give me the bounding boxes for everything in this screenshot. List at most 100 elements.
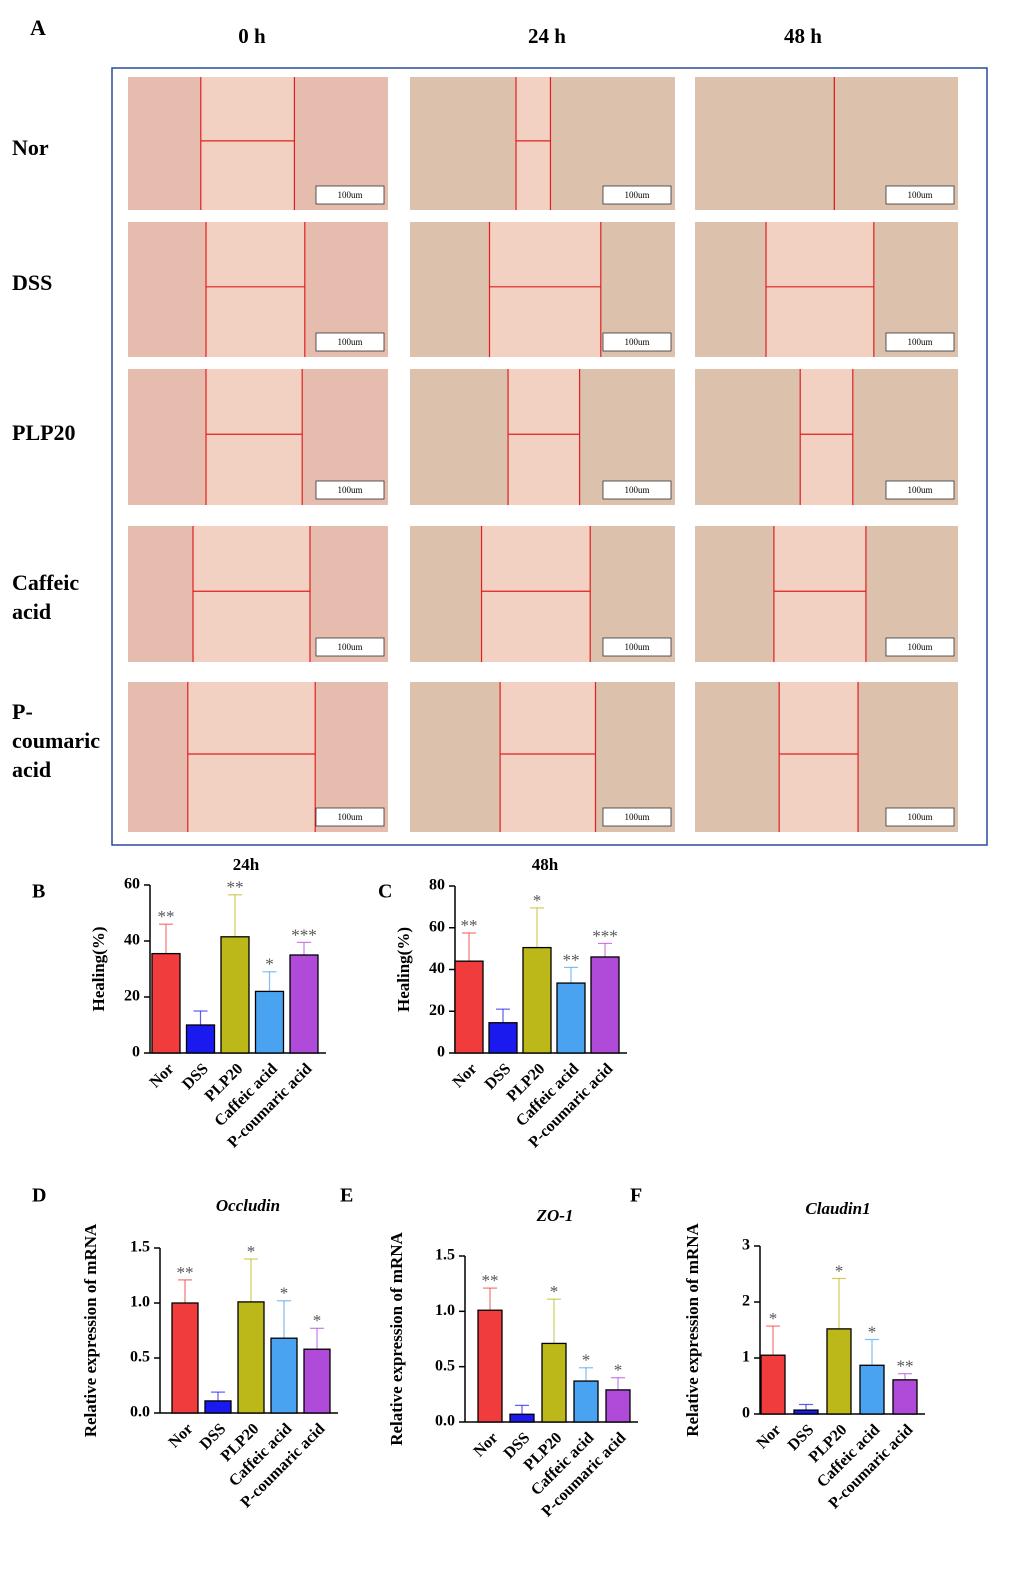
micrograph: 100um bbox=[695, 77, 958, 210]
y-tick-label: 20 bbox=[429, 1002, 445, 1019]
wound-gap bbox=[800, 369, 853, 505]
x-tick-label: Nor bbox=[166, 1420, 197, 1451]
y-axis-label: Relative expression of mRNA bbox=[81, 1223, 100, 1437]
bar bbox=[303, 1348, 331, 1414]
scale-bar-box bbox=[315, 637, 385, 657]
bar bbox=[892, 1379, 918, 1415]
significance: *** bbox=[592, 926, 618, 945]
significance: *** bbox=[291, 925, 317, 944]
y-axis-label: Healing(%) bbox=[89, 927, 108, 1012]
scale-bar-box bbox=[602, 185, 672, 205]
chart-title: Occludin bbox=[216, 1196, 280, 1215]
bar bbox=[454, 960, 484, 1054]
scale-bar-label: 100um bbox=[624, 642, 649, 652]
panel-frame bbox=[111, 67, 988, 846]
bar bbox=[760, 1354, 786, 1415]
scale-bar-box bbox=[315, 807, 385, 827]
y-tick-label: 0.0 bbox=[130, 1404, 150, 1421]
y-tick-label: 20 bbox=[124, 988, 140, 1005]
micrograph: 100um bbox=[128, 526, 388, 662]
chart-title: Claudin1 bbox=[805, 1199, 870, 1218]
micrograph: 100um bbox=[128, 222, 388, 357]
bar bbox=[541, 1342, 567, 1423]
panel-label: D bbox=[32, 1185, 46, 1207]
scale-bar-label: 100um bbox=[337, 812, 362, 822]
scale-bar-box bbox=[885, 807, 955, 827]
wound-gap bbox=[206, 369, 303, 505]
scale-bar-label: 100um bbox=[337, 190, 362, 200]
y-tick-label: 0.0 bbox=[435, 1413, 455, 1430]
micrograph: 100um bbox=[410, 682, 675, 832]
significance: * bbox=[582, 1351, 591, 1370]
scale-bar-box bbox=[602, 807, 672, 827]
y-axis-label: Relative expression of mRNA bbox=[387, 1231, 406, 1445]
scale-bar-label: 100um bbox=[907, 485, 932, 495]
y-tick-label: 1 bbox=[742, 1349, 750, 1366]
y-axis-label: Healing(%) bbox=[394, 927, 413, 1012]
scale-bar-label: 100um bbox=[624, 485, 649, 495]
scale-bar-label: 100um bbox=[624, 337, 649, 347]
bar bbox=[237, 1301, 265, 1414]
y-tick-label: 40 bbox=[429, 960, 445, 977]
bar bbox=[270, 1337, 298, 1414]
wound-gap bbox=[516, 77, 551, 210]
y-tick-label: 1.5 bbox=[130, 1239, 150, 1256]
y-tick-label: 60 bbox=[124, 876, 140, 893]
wound-gap bbox=[766, 222, 874, 357]
wound-gap bbox=[187, 682, 316, 832]
y-tick-label: 40 bbox=[124, 932, 140, 949]
significance: * bbox=[868, 1322, 877, 1341]
scale-bar-box bbox=[885, 332, 955, 352]
row-label: Caffeic acid bbox=[12, 570, 80, 624]
significance: ** bbox=[158, 907, 175, 926]
scale-bar-box bbox=[315, 185, 385, 205]
y-tick-label: 0 bbox=[742, 1405, 750, 1422]
micrograph: 100um bbox=[128, 77, 388, 210]
bar bbox=[185, 1024, 216, 1054]
significance: * bbox=[550, 1282, 559, 1301]
column-label: 0 h bbox=[238, 24, 266, 48]
wound-gap bbox=[193, 526, 310, 662]
column-label: 24 h bbox=[528, 24, 566, 48]
micrograph: 100um bbox=[695, 526, 958, 662]
bar bbox=[171, 1302, 199, 1414]
scale-bar-box bbox=[885, 185, 955, 205]
wound-gap bbox=[489, 222, 601, 357]
y-tick-label: 1.5 bbox=[435, 1247, 455, 1264]
y-tick-label: 0.5 bbox=[130, 1349, 150, 1366]
significance: * bbox=[280, 1284, 289, 1303]
y-tick-label: 2 bbox=[742, 1293, 750, 1310]
significance: * bbox=[265, 955, 274, 974]
scale-bar-box bbox=[885, 637, 955, 657]
y-tick-label: 0 bbox=[132, 1044, 140, 1061]
scale-bar-label: 100um bbox=[624, 190, 649, 200]
significance: ** bbox=[177, 1263, 194, 1282]
scale-bar-box bbox=[315, 332, 385, 352]
scale-bar-box bbox=[315, 480, 385, 500]
micrograph: 100um bbox=[410, 526, 675, 662]
bar bbox=[477, 1309, 503, 1423]
bar bbox=[151, 952, 181, 1054]
bar bbox=[254, 990, 285, 1054]
row-label: P-coumaric acid bbox=[12, 699, 100, 782]
scale-bar-label: 100um bbox=[907, 190, 932, 200]
wound-gap bbox=[508, 369, 580, 505]
y-tick-label: 3 bbox=[742, 1237, 750, 1254]
micrograph: 100um bbox=[695, 222, 958, 357]
micrograph: 100um bbox=[695, 369, 958, 505]
micrograph: 100um bbox=[128, 369, 388, 505]
y-tick-label: 80 bbox=[429, 877, 445, 894]
y-tick-label: 1.0 bbox=[435, 1302, 455, 1319]
scale-bar-label: 100um bbox=[337, 485, 362, 495]
scale-bar-label: 100um bbox=[907, 812, 932, 822]
panel-label: E bbox=[340, 1185, 353, 1207]
x-tick-label: Nor bbox=[450, 1060, 481, 1091]
significance: ** bbox=[461, 916, 478, 935]
panel-label: B bbox=[32, 881, 45, 903]
bar bbox=[859, 1364, 885, 1415]
scale-bar-label: 100um bbox=[907, 642, 932, 652]
bar bbox=[605, 1389, 631, 1423]
micrograph: 100um bbox=[410, 77, 675, 210]
